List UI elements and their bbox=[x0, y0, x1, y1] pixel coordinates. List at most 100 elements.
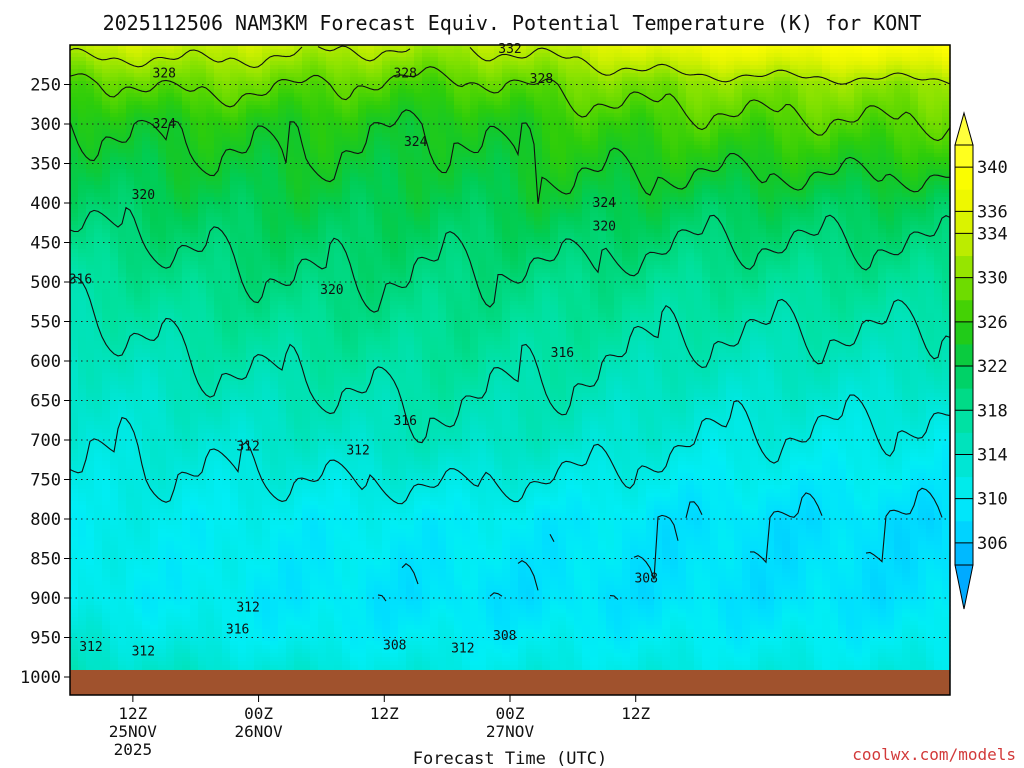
contour-label: 324 bbox=[593, 196, 617, 211]
x-tick-label: 00Z bbox=[496, 704, 525, 723]
contour-label: 328 bbox=[153, 66, 176, 81]
y-tick-label: 750 bbox=[30, 471, 61, 491]
colorbar-outline bbox=[954, 144, 974, 566]
contour-label: 312 bbox=[451, 642, 474, 657]
x-tick-label: 26NOV bbox=[234, 722, 283, 741]
colorbar-extend-top bbox=[954, 111, 974, 146]
y-tick-label: 1000 bbox=[20, 668, 61, 688]
y-tick-label: 450 bbox=[30, 234, 61, 254]
contour-324 bbox=[69, 109, 950, 204]
pressure-gridlines bbox=[70, 84, 950, 638]
y-axis: 250 300 350 400 450 500 550 600 650 700 750 800 850 9… bbox=[20, 76, 70, 688]
y-tick-label: 400 bbox=[30, 194, 61, 214]
colorbar-segment bbox=[955, 343, 973, 367]
contour-label: 324 bbox=[153, 117, 177, 132]
colorbar-segment bbox=[955, 454, 973, 478]
colorbar-label: 306 bbox=[977, 534, 1008, 554]
x-tick-label: 27NOV bbox=[486, 722, 535, 741]
contour-label: 316 bbox=[226, 623, 249, 638]
y-tick-label: 800 bbox=[30, 510, 61, 530]
colorbar-segment bbox=[955, 498, 973, 522]
chart-title: 2025112506 NAM3KM Forecast Equiv. Potent… bbox=[103, 11, 922, 35]
watermark: coolwx.com/models bbox=[852, 745, 1016, 764]
contour-320 bbox=[69, 206, 951, 313]
colorbar-label: 334 bbox=[977, 224, 1008, 244]
contour-label: 316 bbox=[551, 346, 574, 361]
contour-312 bbox=[69, 394, 951, 505]
contour-labels: 332 328 328 328 324 324 324 320 320 320 316 316 316 3… bbox=[69, 42, 658, 660]
colorbar-segment bbox=[955, 410, 973, 433]
colorbar-segment bbox=[955, 542, 973, 566]
colorbar-label: 340 bbox=[977, 158, 1008, 178]
y-tick-label: 350 bbox=[30, 155, 61, 175]
x-axis-label: Forecast Time (UTC) bbox=[413, 749, 607, 768]
y-tick-label: 700 bbox=[30, 431, 61, 451]
colorbar-segment bbox=[955, 277, 973, 301]
contour-label: 312 bbox=[236, 600, 259, 615]
contour-label: 312 bbox=[346, 443, 369, 458]
contour-label: 332 bbox=[498, 42, 521, 57]
colorbar-label: 330 bbox=[977, 269, 1008, 289]
colorbar-segment bbox=[955, 432, 973, 455]
contour-label: 312 bbox=[79, 640, 102, 655]
contour-label: 308 bbox=[383, 638, 406, 653]
ground bbox=[70, 670, 950, 695]
colorbar-extend-bottom bbox=[954, 564, 974, 610]
contour-label: 312 bbox=[132, 645, 155, 660]
colorbar-segment bbox=[955, 255, 973, 279]
contour-316 bbox=[69, 276, 951, 444]
colorbar-segment bbox=[955, 211, 973, 234]
colorbar-segment bbox=[955, 366, 973, 389]
colorbar-label: 314 bbox=[977, 445, 1008, 465]
contour-label: 308 bbox=[493, 629, 516, 644]
y-tick-label: 300 bbox=[30, 115, 61, 135]
x-tick-label: 12Z bbox=[621, 704, 650, 723]
contour-label: 320 bbox=[593, 220, 616, 235]
x-tick-label: 25NOV bbox=[109, 722, 158, 741]
colorbar-segment bbox=[955, 388, 973, 411]
colorbar-label: 318 bbox=[977, 401, 1008, 421]
colorbar-segment bbox=[955, 189, 973, 212]
y-tick-label: 900 bbox=[30, 589, 61, 609]
contour-lines bbox=[69, 45, 951, 602]
contour-332 bbox=[69, 45, 951, 85]
colorbar-label: 326 bbox=[977, 313, 1008, 333]
colorbar-segment bbox=[955, 520, 973, 544]
colorbar-label: 336 bbox=[977, 202, 1008, 222]
contour-label: 324 bbox=[404, 135, 428, 150]
contour-328 bbox=[69, 66, 951, 142]
contour-label: 320 bbox=[132, 188, 155, 203]
x-tick-label: 12Z bbox=[370, 704, 399, 723]
colorbar-segment bbox=[955, 145, 973, 168]
x-tick-label: 00Z bbox=[244, 704, 273, 723]
colorbar-segment bbox=[955, 167, 973, 190]
contour-label: 316 bbox=[69, 273, 92, 288]
y-tick-label: 650 bbox=[30, 392, 61, 412]
y-tick-label: 950 bbox=[30, 629, 61, 649]
contour-label: 328 bbox=[530, 72, 553, 87]
contour-308 bbox=[377, 487, 943, 602]
x-tick-label: 12Z bbox=[118, 704, 147, 723]
contour-label: 312 bbox=[236, 439, 259, 454]
colorbar-label: 322 bbox=[977, 357, 1008, 377]
y-tick-label: 550 bbox=[30, 313, 61, 333]
contour-label: 308 bbox=[634, 571, 657, 586]
y-tick-label: 250 bbox=[30, 76, 61, 96]
y-tick-label: 850 bbox=[30, 550, 61, 570]
colorbar-segment bbox=[955, 233, 973, 257]
colorbar-segment bbox=[955, 476, 973, 500]
colorbar-segment bbox=[955, 321, 973, 345]
colorbar-segment bbox=[955, 299, 973, 323]
ground-band bbox=[70, 670, 950, 695]
contour-label: 316 bbox=[393, 414, 416, 429]
plot-area bbox=[70, 45, 951, 674]
contour-label: 328 bbox=[393, 66, 416, 81]
colorbar-label: 310 bbox=[977, 490, 1008, 510]
x-tick-label: 2025 bbox=[114, 740, 153, 759]
y-tick-label: 500 bbox=[30, 273, 61, 293]
y-tick-label: 600 bbox=[30, 352, 61, 372]
contour-label: 320 bbox=[320, 283, 343, 298]
